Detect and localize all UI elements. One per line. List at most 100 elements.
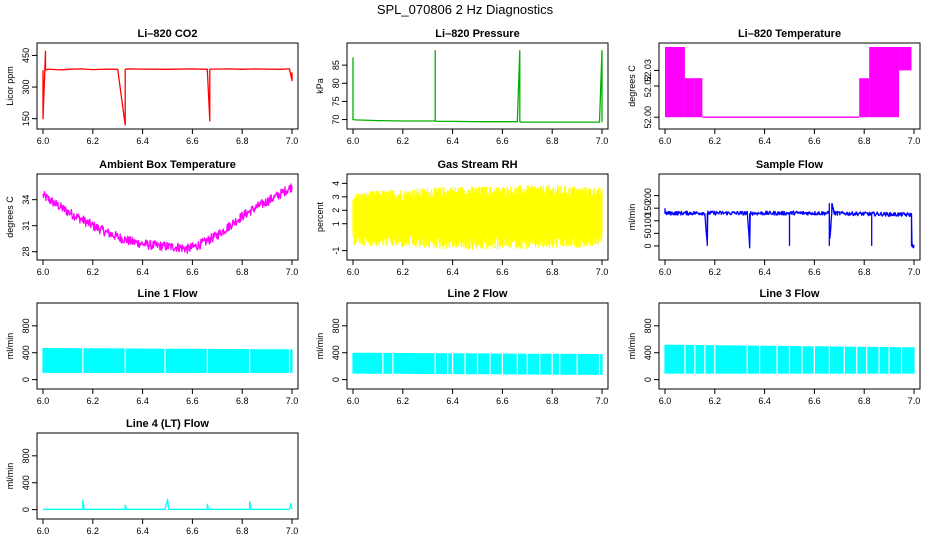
plot-frame — [658, 173, 921, 261]
y-tick-label: 800 — [21, 318, 31, 333]
chart-title-rh: Gas Stream RH — [437, 159, 517, 171]
x-tick-label: 6.2 — [709, 267, 722, 277]
plot-frame — [346, 302, 609, 390]
y-tick-label: 300 — [21, 80, 31, 95]
x-tick-label: 7.0 — [596, 136, 609, 146]
y-tick-label: 800 — [331, 318, 341, 333]
y-tick-label: 52.03 — [643, 59, 653, 82]
x-tick-label: 6.8 — [858, 396, 871, 406]
x-tick-label: 6.0 — [37, 136, 50, 146]
x-tick-label: 6.6 — [496, 267, 509, 277]
y-tick-label: 28 — [21, 247, 31, 257]
y-tick-label: 34 — [21, 195, 31, 205]
x-tick-label: 6.2 — [397, 136, 410, 146]
data-series-pressure — [352, 49, 603, 123]
plot-area-co2 — [42, 50, 293, 126]
y-tick-label: 0 — [643, 377, 653, 382]
x-tick-label: 6.8 — [858, 136, 871, 146]
chart-title-line1: Line 1 Flow — [138, 288, 198, 300]
x-tick-label: 6.4 — [136, 267, 149, 277]
y-tick-label: 100 — [643, 213, 653, 228]
x-tick-label: 6.0 — [37, 396, 50, 406]
y-tick-label: 400 — [331, 345, 341, 360]
y-tick-label: 1 — [331, 221, 341, 226]
y-tick-label: 800 — [643, 318, 653, 333]
data-series-line-2 — [352, 352, 603, 375]
chart-title-line3: Line 3 Flow — [760, 288, 820, 300]
chart-title-box-temp: Ambient Box Temperature — [99, 159, 236, 171]
data-series-box-temp — [42, 183, 293, 255]
x-tick-label: 6.2 — [87, 267, 100, 277]
y-axis-label: ml/min — [5, 333, 15, 360]
chart-panel-box-temp: Ambient Box Temperature 6.0 6.2 6.4 6.6 6.8 7.… — [5, 159, 299, 277]
y-axis-label: ml/min — [5, 463, 15, 490]
x-tick-label: 6.8 — [236, 396, 249, 406]
x-tick-label: 6.2 — [709, 136, 722, 146]
data-band — [899, 47, 912, 71]
plot-area-pressure — [352, 49, 603, 123]
y-tick-label: 450 — [21, 48, 31, 63]
y-tick-label: -1 — [331, 247, 341, 255]
x-tick-label: 6.0 — [347, 267, 360, 277]
x-tick-label: 6.2 — [709, 396, 722, 406]
plot-frame — [346, 42, 609, 130]
y-axis-label: kPa — [315, 78, 325, 94]
x-tick-label: 7.0 — [596, 267, 609, 277]
y-axis-label: degrees C — [627, 65, 637, 107]
y-tick-label: 50 — [643, 228, 653, 238]
y-tick-label: 52.00 — [643, 106, 653, 129]
x-tick-label: 6.4 — [758, 267, 771, 277]
plot-area-line4 — [43, 498, 293, 510]
plot-frame — [36, 173, 299, 261]
x-tick-label: 7.0 — [908, 136, 921, 146]
y-tick-label: 4 — [331, 181, 341, 186]
chart-panel-licor-temp: Li–820 Temperature 6.0 6.2 6.4 6.6 6.8 7.0 52.0… — [627, 28, 921, 146]
x-tick-label: 6.4 — [136, 526, 149, 536]
data-series-line-4 — [43, 498, 293, 510]
x-tick-label: 6.0 — [659, 396, 672, 406]
x-tick-label: 6.2 — [87, 396, 100, 406]
plot-frame — [36, 302, 299, 390]
y-axis-label: ml/min — [627, 204, 637, 231]
x-tick-label: 6.0 — [347, 396, 360, 406]
y-tick-label: 70 — [331, 115, 341, 125]
data-band — [869, 47, 900, 118]
data-series-sample-flow — [664, 203, 915, 249]
x-tick-label: 6.0 — [659, 136, 672, 146]
chart-panel-line3: Line 3 Flow 6.0 6.2 6.4 6.6 6.8 7.0 0 400 800 ml/m… — [627, 288, 921, 406]
x-tick-label: 6.8 — [546, 396, 559, 406]
x-tick-label: 6.8 — [546, 267, 559, 277]
x-tick-label: 6.0 — [659, 267, 672, 277]
y-tick-label: 0 — [21, 507, 31, 512]
chart-title-sample-flow: Sample Flow — [756, 159, 824, 171]
y-axis-label: ml/min — [315, 333, 325, 360]
x-tick-label: 6.6 — [808, 136, 821, 146]
plot-area-box-temp — [42, 183, 293, 255]
y-axis-label: Licor ppm — [5, 66, 15, 106]
x-tick-label: 6.2 — [87, 526, 100, 536]
y-tick-label: 400 — [21, 475, 31, 490]
plot-area-line2 — [352, 307, 603, 385]
x-tick-label: 6.4 — [446, 136, 459, 146]
x-tick-label: 6.2 — [397, 267, 410, 277]
data-band — [684, 78, 695, 118]
plot-area-rh — [352, 184, 603, 250]
x-tick-label: 6.0 — [37, 526, 50, 536]
x-tick-label: 6.4 — [446, 396, 459, 406]
chart-title-pressure: Li–820 Pressure — [435, 28, 519, 40]
x-tick-label: 7.0 — [596, 396, 609, 406]
x-tick-label: 6.8 — [236, 526, 249, 536]
data-series-rh — [352, 184, 603, 250]
chart-panel-rh: Gas Stream RH 6.0 6.2 6.4 6.6 6.8 7.0 -1 1 2 3 4 per… — [315, 159, 609, 277]
plot-frame — [658, 302, 921, 390]
y-tick-label: 200 — [643, 188, 653, 203]
y-tick-label: 0 — [21, 377, 31, 382]
x-tick-label: 6.6 — [186, 267, 199, 277]
plot-area-line1 — [42, 307, 293, 385]
data-series-line-1 — [42, 348, 293, 373]
plot-area-sample-flow — [664, 203, 915, 249]
y-tick-label: 150 — [643, 201, 653, 216]
chart-panel-sample-flow: Sample Flow 6.0 6.2 6.4 6.6 6.8 7.0 0 5010015020… — [627, 159, 921, 277]
data-band — [694, 78, 703, 118]
